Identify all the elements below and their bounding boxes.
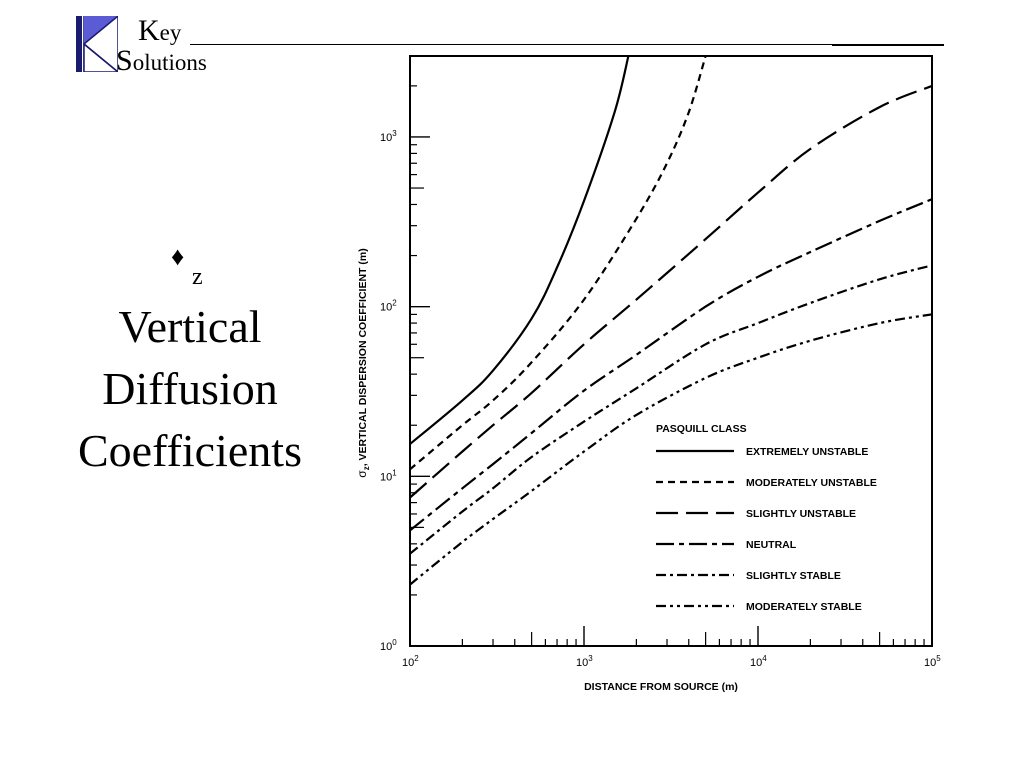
legend-label-3: SLIGHTLY UNSTABLE	[746, 508, 856, 520]
diamond-icon: ♦	[171, 242, 185, 271]
series-line-4	[410, 198, 932, 532]
header-rule	[190, 44, 944, 45]
x-axis-title: DISTANCE FROM SOURCE (m)	[584, 681, 738, 693]
title-line-3: Coefficients	[78, 425, 302, 476]
legend-label-1: EXTREMELY UNSTABLE	[746, 446, 868, 458]
header-rule-accent	[832, 44, 944, 46]
legend-label-5: SLIGHTLY STABLE	[746, 570, 841, 582]
y-tick-label: 101	[380, 468, 397, 483]
title-line-1: Vertical	[118, 301, 262, 352]
series-line-1	[410, 56, 630, 445]
legend-label-4: NEUTRAL	[746, 539, 797, 551]
series-line-3	[410, 84, 932, 499]
series-line-2	[410, 56, 707, 471]
logo-word-solutions: Solutions	[116, 44, 207, 77]
x-tick-label: 102	[402, 654, 419, 669]
sigma-subscript: z	[192, 264, 203, 290]
y-tick-label: 102	[380, 299, 397, 314]
series-line-6	[410, 313, 932, 586]
logo-mark-icon	[76, 16, 118, 72]
x-tick-label: 104	[750, 654, 767, 669]
y-tick-label: 103	[380, 129, 397, 144]
legend-label-2: MODERATELY UNSTABLE	[746, 477, 877, 489]
sigma-z-symbol: ♦ z	[40, 238, 340, 296]
legend: PASQUILL CLASS EXTREMELY UNSTABLE MODERATE…	[656, 423, 877, 613]
x-tick-label: 103	[576, 654, 593, 669]
slide-title: ♦ z Vertical Diffusion Coefficients	[40, 238, 340, 482]
y-tick-label: 100	[380, 638, 397, 653]
plot-frame	[409, 55, 933, 647]
logo-word-key: Key	[138, 14, 182, 47]
x-tick-label: 105	[924, 654, 941, 669]
legend-title: PASQUILL CLASS	[656, 423, 747, 435]
title-line-2: Diffusion	[102, 363, 278, 414]
series-line-5	[410, 264, 932, 555]
legend-label-6: MODERATELY STABLE	[746, 601, 862, 613]
curves-group	[410, 56, 932, 586]
key-solutions-logo: Key Solutions	[76, 14, 226, 74]
y-axis-title: σz, VERTICAL DISPERSION COEFFICIENT (m)	[355, 248, 371, 477]
